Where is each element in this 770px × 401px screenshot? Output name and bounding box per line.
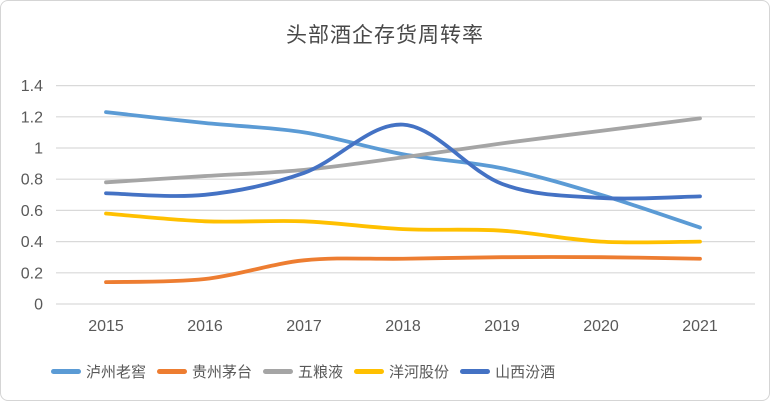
series-line-swatch-icon — [157, 369, 188, 374]
y-axis-tick-label: 0.8 — [21, 172, 43, 189]
legend-label: 洋河股份 — [389, 364, 450, 381]
x-axis-tick-label: 2020 — [583, 318, 619, 335]
chart-legend: 泸州老窖 贵州茅台 五粮液 洋河股份 山西汾酒 — [51, 361, 555, 382]
series-line-五粮液 — [104, 116, 702, 185]
y-axis-tick-label: 0.6 — [21, 203, 43, 220]
x-axis-tick-label: 2021 — [682, 318, 718, 335]
series-line-山西汾酒 — [104, 122, 702, 201]
x-axis-tick-label: 2016 — [187, 318, 223, 335]
x-axis-tick-label: 2019 — [484, 318, 520, 335]
series-line-贵州茅台 — [104, 255, 702, 285]
series-line-swatch-icon — [51, 369, 81, 374]
legend-label: 山西汾酒 — [495, 364, 556, 381]
chart-title: 头部酒企存货周转率 — [286, 24, 484, 47]
y-axis-tick-label: 0.2 — [21, 265, 43, 282]
y-axis-tick-label: 1.4 — [21, 78, 43, 95]
series-line-swatch-icon — [460, 369, 491, 374]
y-axis-tick-label: 1.2 — [21, 109, 43, 126]
legend-label: 泸州老窖 — [86, 364, 147, 381]
legend-item-shanxifenjiu: 山西汾酒 — [460, 361, 555, 382]
y-axis-tick-label: 0 — [34, 297, 43, 314]
series-line-洋河股份 — [104, 211, 702, 245]
x-axis-tick-label: 2015 — [88, 318, 124, 335]
series-line-swatch-icon — [354, 369, 385, 374]
legend-item-guizhoumoutai: 贵州茅台 — [157, 361, 252, 382]
x-axis-tick-label: 2018 — [385, 318, 421, 335]
y-axis-tick-label: 0.4 — [21, 234, 43, 251]
legend-label: 贵州茅台 — [192, 364, 253, 381]
series-line-泸州老窖 — [104, 110, 702, 230]
legend-item-wuliangye: 五粮液 — [263, 361, 343, 382]
series-line-swatch-icon — [263, 369, 294, 374]
y-axis-tick-label: 1 — [34, 141, 43, 158]
legend-item-luzhoulaojiao: 泸州老窖 — [51, 361, 146, 382]
x-axis-tick-label: 2017 — [286, 318, 322, 335]
legend-item-yanghe: 洋河股份 — [354, 361, 449, 382]
legend-label: 五粮液 — [298, 364, 344, 381]
